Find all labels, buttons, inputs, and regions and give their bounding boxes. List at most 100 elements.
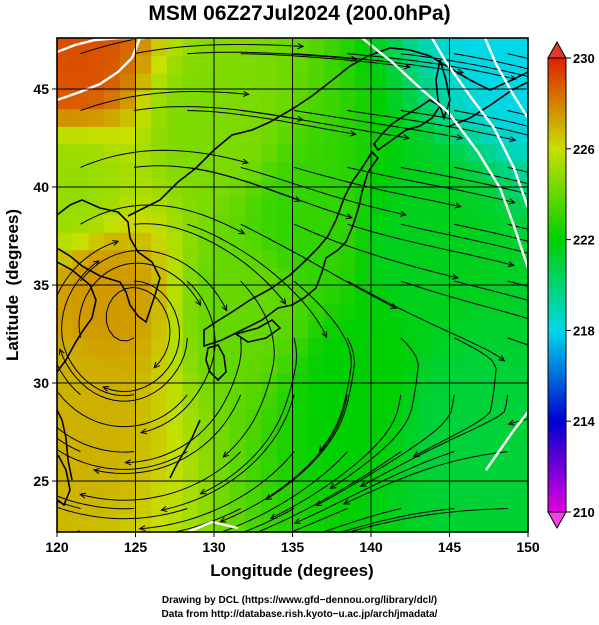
heat-cell	[214, 320, 231, 339]
heat-cell	[276, 73, 294, 92]
heat-cell	[72, 143, 89, 163]
heat-cell	[88, 38, 105, 57]
heat-cell	[355, 143, 372, 163]
heat-cell	[496, 214, 513, 233]
heat-cell	[72, 443, 89, 463]
heat-cell	[261, 337, 278, 357]
heat-cell	[57, 126, 74, 145]
heat-cell	[261, 320, 278, 339]
heat-cell	[182, 355, 199, 374]
heat-cell	[418, 496, 435, 515]
heat-cell	[512, 479, 528, 498]
heat-cell	[433, 302, 451, 321]
heat-cell	[402, 479, 419, 498]
heat-cell	[496, 55, 513, 74]
heat-cell	[292, 285, 309, 304]
heat-cell	[308, 126, 325, 145]
heat-cell	[512, 426, 528, 445]
streamline-arrowhead	[222, 451, 230, 458]
heat-cell	[229, 267, 246, 286]
heat-cell	[402, 285, 419, 304]
heat-cell	[355, 126, 372, 145]
streamline-arrowhead	[199, 488, 207, 495]
streamline-arrowhead	[280, 298, 287, 305]
x-tick-label: 130	[202, 539, 226, 555]
heat-cell	[418, 214, 435, 233]
streamline-arrowhead	[456, 134, 464, 141]
streamline	[400, 110, 528, 136]
heat-cell	[57, 179, 74, 198]
heat-cell	[119, 267, 137, 286]
heat-cell	[402, 179, 419, 198]
heat-cell	[418, 302, 435, 321]
heat-cell	[166, 161, 184, 180]
heat-cell	[261, 143, 278, 163]
streamline-arrowhead	[293, 518, 301, 524]
y-tick-label: 35	[33, 277, 49, 293]
streamline-arrowhead	[507, 261, 515, 268]
heat-cell	[449, 38, 466, 57]
heat-cell	[151, 461, 168, 480]
heat-cell	[229, 426, 246, 445]
streamline-arrowhead	[399, 210, 407, 217]
heat-cell	[418, 514, 435, 532]
heat-cell	[261, 408, 278, 427]
heat-cell	[402, 337, 419, 357]
heat-cell	[276, 496, 294, 515]
heat-cell	[292, 479, 309, 498]
heat-cell	[308, 373, 325, 392]
contour-ne-220	[430, 38, 528, 209]
heat-cell	[402, 267, 419, 286]
streamline	[454, 110, 528, 127]
heat-cell	[261, 196, 278, 216]
heat-cell	[72, 90, 89, 110]
heat-cell	[166, 90, 184, 110]
heat-cell	[182, 73, 199, 92]
heat-cell	[88, 373, 105, 392]
heat-cell	[418, 55, 435, 74]
heat-cell	[371, 285, 388, 304]
heat-cell	[308, 267, 325, 286]
heat-cell	[355, 38, 372, 57]
heat-cell	[465, 461, 482, 480]
x-tick-label: 125	[124, 539, 148, 555]
heat-cell	[104, 232, 121, 251]
heat-cell	[119, 479, 137, 498]
heat-cell	[480, 426, 498, 445]
heat-cell	[355, 108, 372, 127]
heat-cell	[449, 479, 466, 498]
heat-cell	[512, 408, 528, 427]
heat-cell	[182, 267, 199, 286]
heat-cell	[480, 302, 498, 321]
heat-cell	[245, 38, 262, 57]
heat-cell	[182, 143, 199, 163]
heat-cell	[72, 196, 89, 216]
heat-cell	[276, 90, 294, 110]
heat-cell	[198, 126, 215, 145]
heat-cell	[198, 55, 215, 74]
heat-cell	[151, 443, 168, 463]
heat-cell	[402, 302, 419, 321]
heat-cell	[72, 337, 89, 357]
heat-cell	[261, 443, 278, 463]
heat-cell	[496, 161, 513, 180]
heat-cell	[433, 249, 451, 268]
heat-cell	[512, 320, 528, 339]
heat-cell	[292, 267, 309, 286]
heat-cell	[276, 285, 294, 304]
streamline-arrowhead	[265, 494, 273, 501]
heat-cell	[182, 214, 199, 233]
heat-cell	[308, 143, 325, 163]
streamline	[80, 149, 248, 168]
coastline-ryukyu	[169, 419, 201, 479]
contour-nw-226	[57, 38, 142, 102]
heat-cell	[229, 249, 246, 268]
heat-cell	[151, 108, 168, 127]
heat-cell	[104, 179, 121, 198]
heat-cell	[151, 126, 168, 145]
heat-cell	[151, 355, 168, 374]
heat-cell	[214, 126, 231, 145]
heat-cell	[323, 249, 341, 268]
heat-cell	[151, 38, 168, 57]
heat-cell	[465, 355, 482, 374]
